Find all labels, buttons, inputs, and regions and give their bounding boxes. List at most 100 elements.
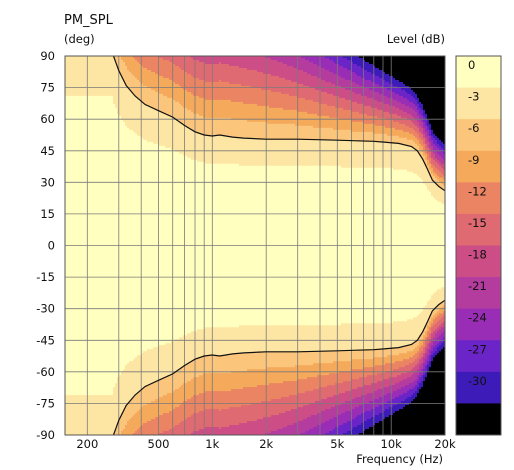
heatmap-cell: [259, 105, 262, 123]
heatmap-cell: [383, 87, 386, 97]
heatmap-cell: [145, 385, 148, 406]
heatmap-cell: [133, 93, 136, 133]
heatmap-cell: [227, 409, 230, 428]
heatmap-cell: [383, 373, 386, 380]
heatmap-cell: [425, 119, 428, 127]
colorbar-tick-label: -21: [468, 279, 487, 293]
heatmap-cell: [393, 369, 396, 378]
heatmap-cell: [67, 56, 70, 97]
heatmap-cell: [197, 377, 200, 396]
heatmap-cell: [357, 387, 360, 398]
heatmap-cell: [323, 67, 326, 81]
heatmap-cell: [385, 323, 388, 350]
heatmap-cell: [267, 417, 270, 434]
heatmap-cell: [289, 411, 292, 426]
heatmap-cell: [357, 379, 360, 388]
heatmap-cell: [377, 101, 380, 111]
heatmap-cell: [375, 383, 378, 392]
heatmap-cell: [149, 349, 152, 386]
heatmap-cell: [313, 427, 316, 435]
heatmap-cell: [379, 381, 382, 390]
heatmap-cell: [281, 123, 284, 141]
heatmap-cell: [427, 159, 430, 167]
heatmap-cell: [425, 341, 428, 348]
heatmap-cell: [257, 139, 260, 167]
heatmap-cell: [371, 359, 374, 368]
heatmap-cell: [181, 56, 184, 71]
heatmap-cell: [387, 111, 390, 121]
heatmap-cell: [407, 145, 410, 173]
heatmap-cell: [299, 83, 302, 99]
heatmap-cell: [363, 105, 366, 115]
heatmap-cell: [395, 383, 398, 392]
heatmap-cell: [441, 141, 444, 149]
heatmap-cell: [305, 85, 308, 101]
heatmap-cell: [239, 56, 242, 69]
heatmap-cell: [351, 61, 354, 73]
heatmap-cell: [243, 405, 246, 424]
heatmap-cell: [291, 81, 294, 97]
heatmap-cell: [415, 317, 418, 342]
heatmap-cell: [399, 409, 402, 435]
heatmap-cell: [407, 371, 410, 378]
heatmap-cell: [409, 107, 412, 115]
heatmap-cell: [131, 73, 134, 93]
heatmap-cell: [361, 405, 364, 414]
heatmap-cell: [363, 95, 366, 107]
heatmap-cell: [435, 345, 438, 352]
heatmap-cell: [309, 417, 312, 430]
heatmap-cell: [419, 353, 422, 360]
heatmap-cell: [441, 349, 444, 435]
heatmap-cell: [81, 56, 84, 97]
heatmap-cell: [433, 341, 436, 348]
heatmap-cell: [311, 75, 314, 89]
heatmap-cell: [257, 105, 260, 123]
heatmap-cell: [199, 79, 202, 99]
heatmap-cell: [253, 421, 256, 435]
heatmap-cell: [201, 61, 204, 81]
heatmap-cell: [293, 409, 296, 424]
heatmap-cell: [201, 79, 204, 99]
heatmap-cell: [309, 391, 312, 404]
heatmap-cell: [165, 395, 168, 414]
heatmap-cell: [409, 357, 412, 364]
heatmap-cell: [401, 123, 404, 131]
heatmap-cell: [201, 56, 204, 63]
heatmap-cell: [329, 431, 332, 435]
heatmap-cell: [213, 63, 216, 83]
heatmap-cell: [173, 427, 176, 435]
heatmap-cell: [395, 113, 398, 123]
heatmap-cell: [267, 56, 270, 59]
heatmap-cell: [325, 351, 328, 364]
heatmap-cell: [285, 123, 288, 141]
heatmap-cell: [165, 59, 168, 79]
heatmap-cell: [415, 99, 418, 107]
heatmap-cell: [391, 91, 394, 99]
heatmap-cell: [287, 123, 290, 141]
heatmap-cell: [381, 109, 384, 119]
heatmap-cell: [327, 421, 330, 434]
heatmap-cell: [405, 399, 408, 406]
heatmap-cell: [295, 67, 298, 83]
heatmap-cell: [235, 101, 238, 121]
heatmap-cell: [229, 407, 232, 426]
heatmap-cell: [247, 56, 250, 71]
heatmap-cell: [187, 417, 190, 435]
heatmap-cell: [439, 329, 442, 336]
heatmap-cell: [237, 425, 240, 435]
heatmap-cell: [435, 139, 438, 147]
heatmap-cell: [249, 353, 252, 370]
heatmap-cell: [375, 407, 378, 416]
heatmap-cell: [355, 389, 358, 398]
heatmap-cell: [339, 425, 342, 435]
heatmap-cell: [251, 387, 254, 404]
heatmap-cell: [395, 129, 398, 137]
heatmap-cell: [91, 395, 94, 435]
heatmap-cell: [179, 423, 182, 435]
heatmap-cell: [437, 289, 440, 306]
heatmap-cell: [173, 409, 176, 428]
heatmap-cell: [267, 351, 270, 368]
heatmap-cell: [269, 123, 272, 141]
heatmap-cell: [355, 369, 358, 380]
heatmap-cell: [425, 365, 428, 372]
